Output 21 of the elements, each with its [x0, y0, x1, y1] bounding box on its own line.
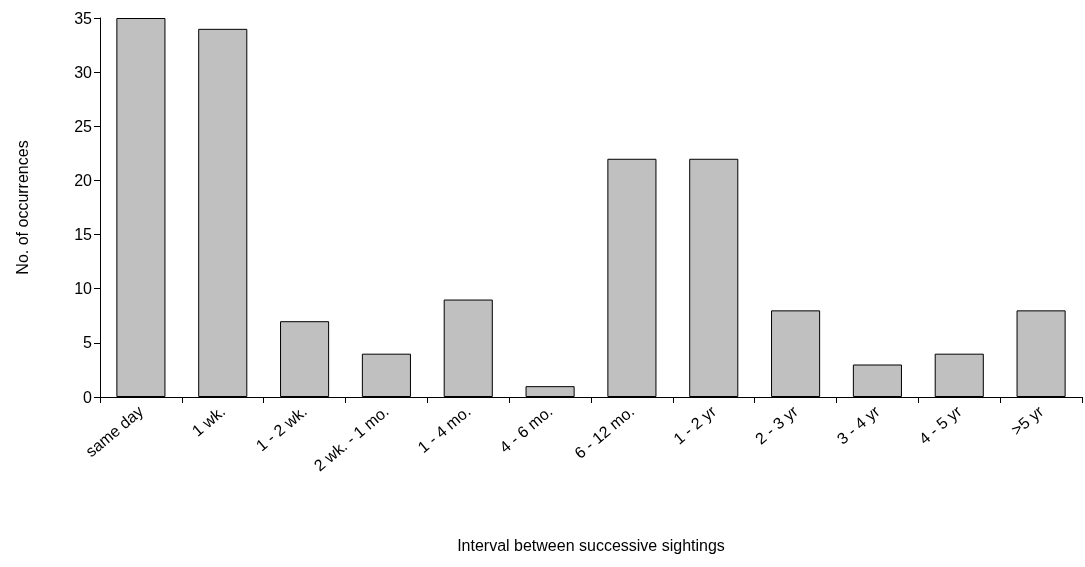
y-tick-label: 35 — [74, 9, 93, 27]
y-axis-title: No. of occurrences — [13, 140, 31, 275]
y-tick-label: 0 — [83, 388, 93, 406]
y-tick-label: 10 — [74, 280, 93, 298]
x-tick-label: 1 - 2 yr — [670, 402, 720, 448]
y-tick-label: 15 — [74, 226, 93, 244]
y-tick-label: 5 — [83, 334, 93, 352]
y-tick-label: 30 — [74, 63, 93, 81]
x-tick-label: >5 yr — [1008, 402, 1048, 439]
x-tick-label: 4 - 6 mo. — [496, 402, 556, 457]
x-tick-label: 3 - 4 yr — [833, 402, 884, 448]
x-tick-label: 6 - 12 mo. — [571, 402, 638, 462]
y-tick-label: 20 — [74, 171, 93, 189]
x-tick-label: 1 wk. — [188, 402, 229, 440]
x-tick-label: 1 - 4 mo. — [414, 402, 474, 457]
x-tick-label: 2 wk. - 1 mo. — [310, 402, 392, 475]
x-tick-label: 2 - 3 yr — [751, 402, 802, 448]
x-tick-label: 1 - 2 wk. — [252, 402, 311, 455]
x-axis-title: Interval between successive sightings — [457, 536, 725, 554]
x-tick-label: 4 - 5 yr — [915, 402, 966, 448]
y-tick-label: 25 — [74, 117, 93, 135]
